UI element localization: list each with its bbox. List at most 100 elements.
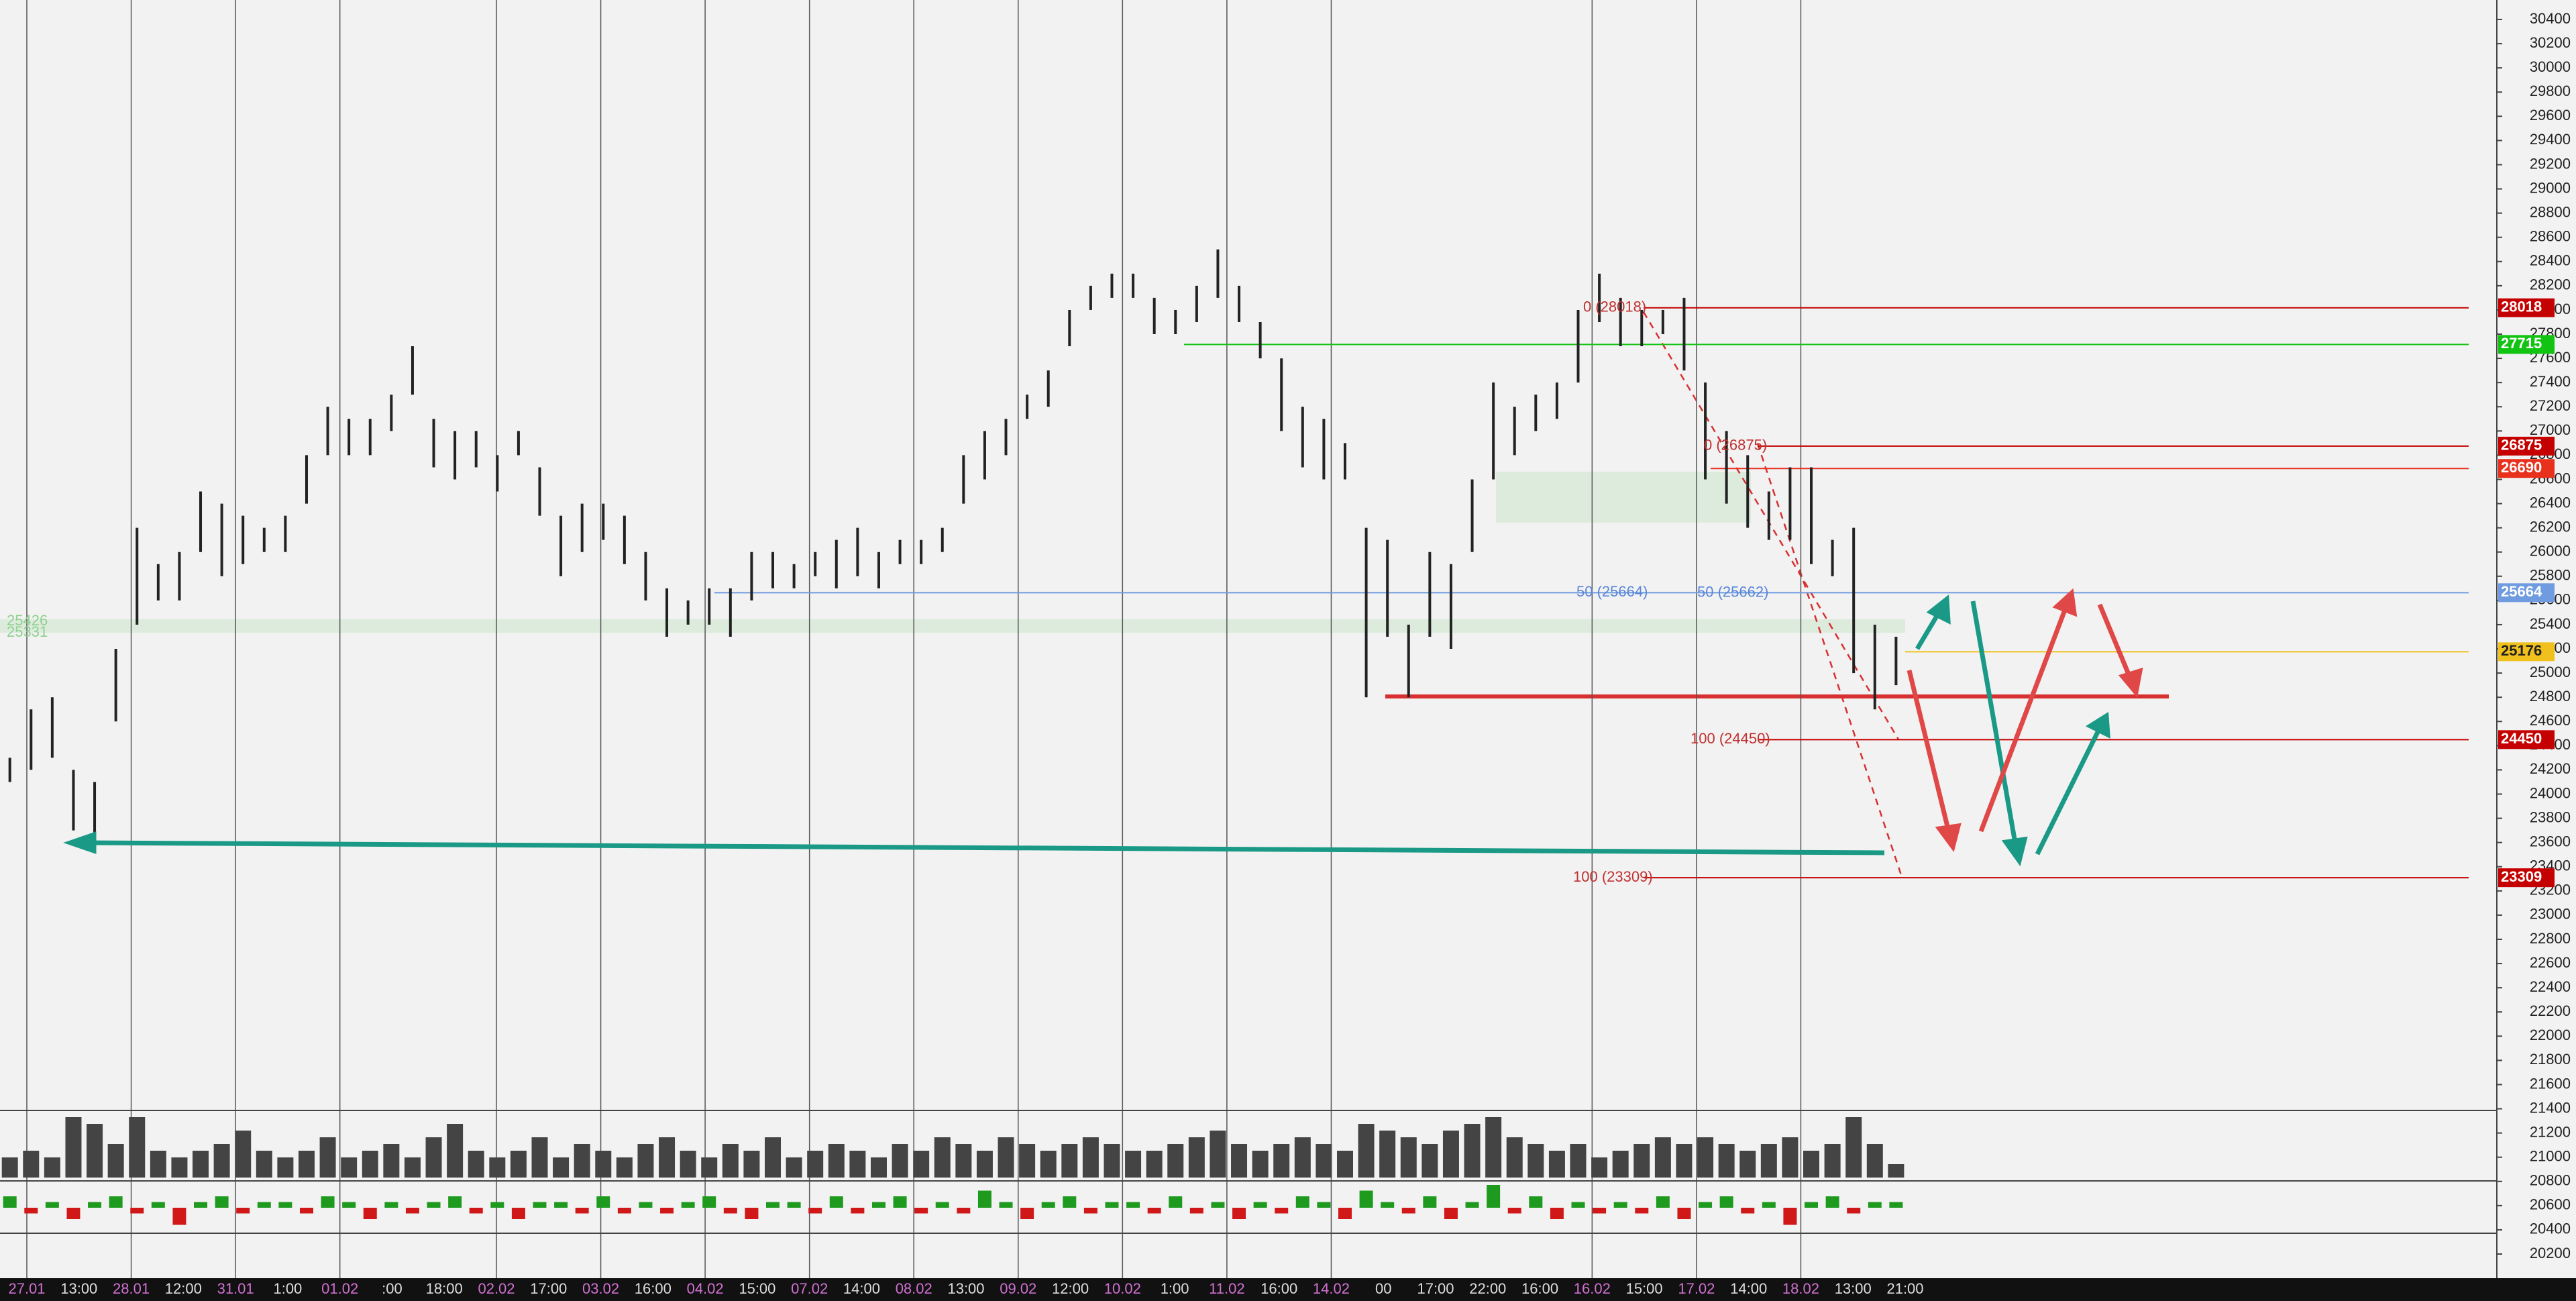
volume-bar (1294, 1137, 1311, 1178)
level-label: 27715 (2501, 335, 2542, 352)
delta-bar (957, 1208, 971, 1214)
delta-bar (639, 1202, 653, 1208)
delta-bar (257, 1202, 271, 1208)
delta-bar (893, 1196, 907, 1208)
zone-band (0, 619, 1905, 633)
volume-bar (1866, 1144, 1883, 1178)
x-tick-label: 04.02 (687, 1280, 724, 1297)
y-tick-label: 20800 (2530, 1172, 2571, 1189)
volume-bar (1697, 1137, 1714, 1178)
zone-label: 25426 (7, 612, 48, 629)
y-tick-label: 21800 (2530, 1051, 2571, 1068)
volume-bar (616, 1157, 633, 1178)
y-tick-label: 24000 (2530, 784, 2571, 801)
volume-bar (998, 1137, 1014, 1178)
volume-bar (383, 1144, 400, 1178)
y-tick-label: 21400 (2530, 1099, 2571, 1116)
volume-bar (1358, 1124, 1375, 1178)
delta-bar (236, 1208, 250, 1214)
delta-bar (533, 1202, 547, 1208)
delta-bar (1063, 1196, 1077, 1208)
volume-bar (1210, 1131, 1226, 1178)
volume-bar (870, 1157, 887, 1178)
delta-bar (745, 1208, 759, 1219)
delta-bar (1825, 1196, 1839, 1208)
delta-bar (1444, 1208, 1458, 1219)
volume-bar (213, 1144, 230, 1178)
delta-bar (384, 1202, 398, 1208)
y-tick-label: 20200 (2530, 1245, 2571, 1261)
delta-bar (1423, 1196, 1437, 1208)
delta-bar (88, 1202, 102, 1208)
x-tick-label: 03.02 (582, 1280, 619, 1297)
x-tick-label: 02.02 (478, 1280, 515, 1297)
delta-bar (1762, 1202, 1776, 1208)
x-tick-label: 13:00 (60, 1280, 97, 1297)
volume-bar (1, 1157, 18, 1178)
x-tick-label: 22:00 (1469, 1280, 1506, 1297)
level-box (2498, 868, 2555, 888)
y-tick-label: 21600 (2530, 1075, 2571, 1092)
delta-bar (172, 1208, 186, 1225)
volume-bar (1442, 1131, 1459, 1178)
volume-bar (574, 1144, 590, 1178)
x-tick-label: 14:00 (1730, 1280, 1767, 1297)
volume-bar (913, 1151, 930, 1178)
arrow-head (2085, 711, 2110, 739)
y-tick-label: 28200 (2530, 276, 2571, 293)
y-tick-label: 26200 (2530, 518, 2571, 535)
delta-bar (1126, 1202, 1140, 1208)
delta-bar (1295, 1196, 1309, 1208)
delta-bar (1847, 1208, 1861, 1214)
volume-bar (44, 1157, 60, 1178)
y-tick-label: 21000 (2530, 1147, 2571, 1164)
level-box (2498, 436, 2555, 456)
zone-label: 25331 (7, 623, 48, 640)
x-tick-label: 14.02 (1313, 1280, 1350, 1297)
delta-bar (1317, 1202, 1331, 1208)
delta-bar (469, 1208, 483, 1214)
delta-bar (914, 1208, 928, 1214)
x-tick-label: 09.02 (1000, 1280, 1036, 1297)
delta-bar (1656, 1196, 1670, 1208)
volume-bar (468, 1151, 484, 1178)
y-tick-label: 26000 (2530, 543, 2571, 560)
arrow-head (63, 831, 97, 854)
y-tick-label: 24200 (2530, 760, 2571, 777)
arrow (1978, 605, 2069, 833)
delta-bar (1635, 1208, 1649, 1214)
y-tick-label: 22600 (2530, 954, 2571, 971)
volume-bar (531, 1137, 548, 1178)
volume-bar (129, 1117, 146, 1178)
volume-bar (510, 1151, 527, 1178)
volume-bar (849, 1151, 866, 1178)
fib-annotation: 100 (23309) (1573, 868, 1653, 885)
y-tick-label: 29200 (2530, 155, 2571, 172)
delta-bar (45, 1202, 59, 1208)
y-tick-label: 21200 (2530, 1123, 2571, 1140)
volume-bar (1040, 1151, 1057, 1178)
level-label: 28018 (2501, 299, 2542, 315)
x-tick-label: 17:00 (530, 1280, 567, 1297)
x-tick-label: 1:00 (1161, 1280, 1189, 1297)
volume-bar (955, 1144, 972, 1178)
volume-bar (1273, 1144, 1290, 1178)
volume-bar (1167, 1144, 1184, 1178)
delta-bar (851, 1208, 865, 1214)
delta-bar (1211, 1202, 1225, 1208)
delta-bar (278, 1202, 292, 1208)
delta-bar (723, 1208, 737, 1214)
delta-bar (1529, 1196, 1543, 1208)
y-tick-label: 30200 (2530, 34, 2571, 51)
volume-bar (425, 1137, 442, 1178)
x-tick-label: 31.01 (217, 1280, 254, 1297)
delta-bar (1381, 1202, 1395, 1208)
y-tick-label: 22400 (2530, 978, 2571, 995)
delta-bar (808, 1208, 822, 1214)
volume-bar (1633, 1144, 1650, 1178)
y-tick-label: 30400 (2530, 10, 2571, 27)
delta-bar (935, 1202, 949, 1208)
delta-bar (215, 1196, 229, 1208)
volume-bar (193, 1151, 209, 1178)
delta-bar (1550, 1208, 1564, 1219)
